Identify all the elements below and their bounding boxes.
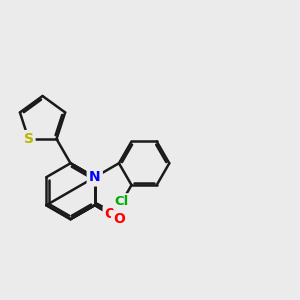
- Text: O: O: [113, 212, 125, 226]
- Text: N: N: [89, 170, 100, 184]
- Text: O: O: [105, 207, 116, 221]
- Text: O: O: [89, 170, 101, 184]
- Text: S: S: [24, 132, 34, 146]
- Text: Cl: Cl: [115, 195, 129, 208]
